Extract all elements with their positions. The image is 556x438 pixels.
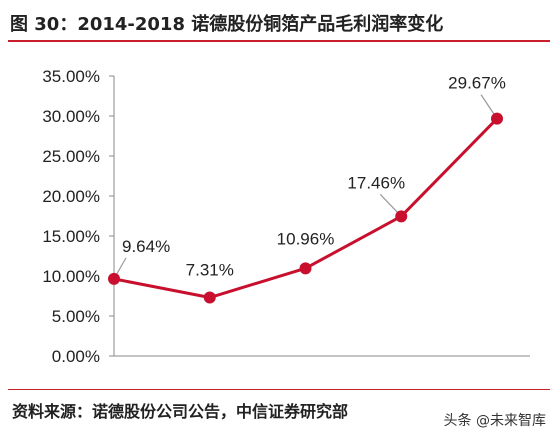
watermark: 头条 @未来智库 (443, 413, 546, 429)
y-tick-label: 5.00% (52, 307, 100, 326)
data-point (108, 272, 120, 285)
data-label: 9.64% (122, 237, 170, 256)
y-tick-label: 20.00% (42, 187, 100, 206)
y-tick-label: 15.00% (42, 227, 100, 246)
data-label: 29.67% (448, 74, 506, 93)
data-label: 7.31% (186, 261, 234, 280)
data-point (299, 262, 312, 275)
y-tick-label: 10.00% (42, 267, 100, 286)
data-label: 17.46% (347, 173, 405, 192)
title-divider (8, 40, 550, 42)
data-point (203, 291, 216, 304)
source-note: 资料来源：诺德股份公司公告，中信证券研究部 (12, 402, 349, 421)
data-point (395, 210, 408, 223)
y-tick-label: 30.00% (42, 107, 100, 126)
y-tick-label: 0.00% (52, 347, 100, 366)
source-divider (8, 389, 550, 390)
y-tick-label: 35.00% (42, 67, 100, 86)
data-point (491, 112, 503, 125)
y-tick-label: 25.00% (42, 147, 100, 166)
chart-title: 图 30：2014-2018 诺德股份铜箔产品毛利润率变化 (10, 14, 444, 35)
data-label: 10.96% (277, 229, 335, 248)
